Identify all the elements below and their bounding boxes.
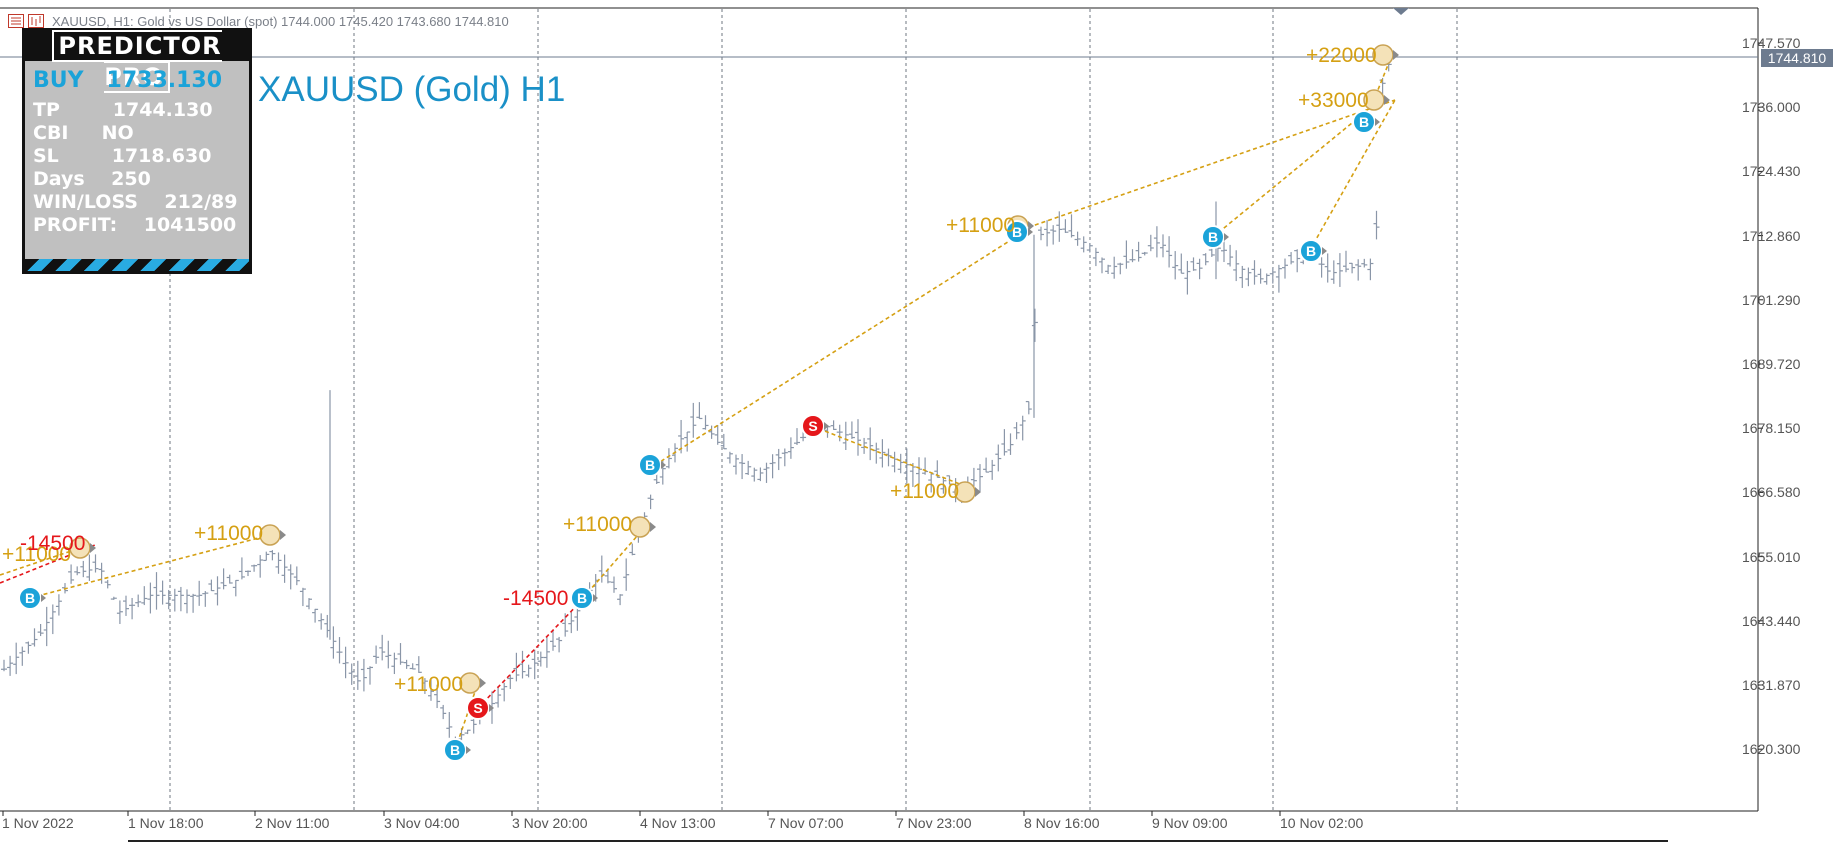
sell-marker-icon: S bbox=[466, 696, 494, 720]
coin-icon bbox=[69, 537, 96, 559]
price-tick-label: 1678.150 bbox=[1742, 420, 1801, 437]
trade-result-label: +22000 bbox=[1306, 44, 1377, 67]
buy-marker-icon: B bbox=[443, 738, 471, 762]
buy-marker-icon: B bbox=[1005, 220, 1033, 244]
price-tick-label: 1689.720 bbox=[1742, 356, 1801, 372]
time-tick-label: 3 Nov 04:00 bbox=[384, 815, 460, 831]
buy-marker-icon: B bbox=[1352, 110, 1380, 134]
price-tick-label: 1736.000 bbox=[1742, 99, 1801, 116]
price-tick-label: 1643.440 bbox=[1742, 612, 1801, 629]
marker-glyph: B bbox=[1208, 229, 1218, 245]
coin-icon bbox=[954, 481, 981, 503]
panel-stripes bbox=[25, 259, 249, 271]
marker-glyph: B bbox=[1359, 114, 1369, 130]
cbi-row: CBI NO bbox=[33, 122, 134, 144]
time-tick-label: 2 Nov 11:00 bbox=[255, 815, 330, 831]
sl-row: SL 1718.630 bbox=[33, 145, 212, 167]
trade-line bbox=[0, 547, 81, 576]
marker-glyph: B bbox=[25, 590, 35, 606]
marker-glyph: S bbox=[808, 418, 817, 434]
trade-lines bbox=[0, 54, 1396, 751]
winloss-row: WIN/LOSS 212/89 bbox=[33, 191, 238, 213]
trade-line bbox=[454, 682, 479, 751]
trade-line bbox=[1014, 99, 1396, 233]
price-tick-label: 1712.860 bbox=[1742, 227, 1801, 244]
buy-marker-icon: B bbox=[570, 586, 598, 610]
symbol-info: XAUUSD, H1: Gold vs US Dollar (spot) 174… bbox=[52, 13, 509, 29]
panel-title-text: PREDICTOR PRO bbox=[52, 30, 222, 93]
trade-markers: B B S B B S B B B B bbox=[18, 44, 1399, 762]
coin-icon bbox=[459, 672, 486, 694]
trade-result-label: +11000 bbox=[890, 480, 960, 503]
time-tick-label: 3 Nov 20:00 bbox=[512, 815, 588, 831]
trade-line bbox=[654, 227, 1031, 466]
trade-line bbox=[1309, 99, 1396, 251]
marker-glyph: B bbox=[645, 457, 655, 473]
predictor-panel: PREDICTOR PRO BUY 1733.130 TP 1744.130 C… bbox=[22, 28, 252, 274]
panel-title: PREDICTOR PRO bbox=[25, 30, 249, 93]
buy-marker-icon: B bbox=[1299, 239, 1327, 263]
time-tick-label: 8 Nov 16:00 bbox=[1024, 815, 1100, 831]
trade-result-label: +11000 bbox=[2, 543, 72, 566]
trade-result-label: -14500 bbox=[503, 587, 569, 610]
trade-result-label: -14500 bbox=[20, 532, 86, 555]
trade-line bbox=[811, 425, 976, 491]
time-tick-label: 1 Nov 2022 bbox=[2, 815, 74, 831]
chart-title: XAUUSD (Gold) H1 bbox=[258, 70, 566, 109]
chart-type-icon[interactable] bbox=[28, 14, 44, 28]
price-tick-label: 1666.580 bbox=[1742, 484, 1801, 501]
buy-marker-icon: B bbox=[1201, 225, 1229, 249]
marker-glyph: B bbox=[450, 742, 460, 758]
price-tick-label: 1701.290 bbox=[1742, 291, 1801, 308]
trade-result-label: +11000 bbox=[946, 214, 1016, 237]
coin-icon bbox=[1372, 44, 1399, 66]
chart-header: XAUUSD, H1: Gold vs US Dollar (spot) 174… bbox=[0, 8, 509, 34]
coin-icon bbox=[259, 524, 286, 546]
marker-glyph: B bbox=[1306, 243, 1316, 259]
current-price-tag: 1744.810 bbox=[1761, 49, 1833, 67]
trade-line bbox=[29, 534, 271, 599]
marker-glyph: S bbox=[473, 700, 482, 716]
trade-line bbox=[477, 596, 586, 709]
chart-grid bbox=[0, 7, 1763, 816]
trade-result-label: +11000 bbox=[563, 513, 633, 536]
trade-result-label: +33000 bbox=[1298, 89, 1369, 112]
price-tick-label: 1620.300 bbox=[1742, 741, 1801, 758]
price-tick-label: 1724.430 bbox=[1742, 163, 1801, 180]
shift-marker-icon bbox=[1393, 8, 1409, 15]
trade-line bbox=[582, 526, 646, 599]
sell-marker-icon: S bbox=[801, 414, 829, 438]
time-tick-label: 1 Nov 18:00 bbox=[128, 815, 204, 831]
trade-line bbox=[1212, 99, 1381, 238]
marker-glyph: B bbox=[577, 590, 587, 606]
trade-line bbox=[1364, 54, 1393, 123]
tp-row: TP 1744.130 bbox=[33, 99, 213, 121]
time-tick-label: 7 Nov 07:00 bbox=[768, 815, 844, 831]
chart-scrollbar[interactable] bbox=[128, 840, 1668, 849]
price-tick-label: 1655.010 bbox=[1742, 548, 1801, 565]
trade-result-label: +11000 bbox=[394, 673, 464, 696]
trade-result-label: +11000 bbox=[194, 522, 264, 545]
price-tick-label: 1747.570 bbox=[1742, 35, 1801, 51]
price-bars bbox=[1, 51, 1392, 755]
list-menu-icon[interactable] bbox=[8, 14, 24, 28]
buy-marker-icon: B bbox=[18, 586, 46, 610]
time-tick-label: 10 Nov 02:00 bbox=[1280, 815, 1364, 831]
coin-icon bbox=[629, 516, 656, 538]
time-tick-label: 4 Nov 13:00 bbox=[640, 815, 716, 831]
time-tick-label: 7 Nov 23:00 bbox=[896, 815, 972, 831]
marker-glyph: B bbox=[1012, 224, 1022, 240]
buy-marker-icon: B bbox=[638, 453, 666, 477]
signal-row: BUY 1733.130 bbox=[33, 68, 223, 93]
time-tick-label: 9 Nov 09:00 bbox=[1152, 815, 1228, 831]
price-tick-label: 1631.870 bbox=[1742, 677, 1801, 693]
days-row: Days 250 bbox=[33, 168, 151, 190]
coin-icon bbox=[1363, 89, 1390, 111]
profit-row: PROFIT: 1041500 bbox=[33, 214, 237, 236]
